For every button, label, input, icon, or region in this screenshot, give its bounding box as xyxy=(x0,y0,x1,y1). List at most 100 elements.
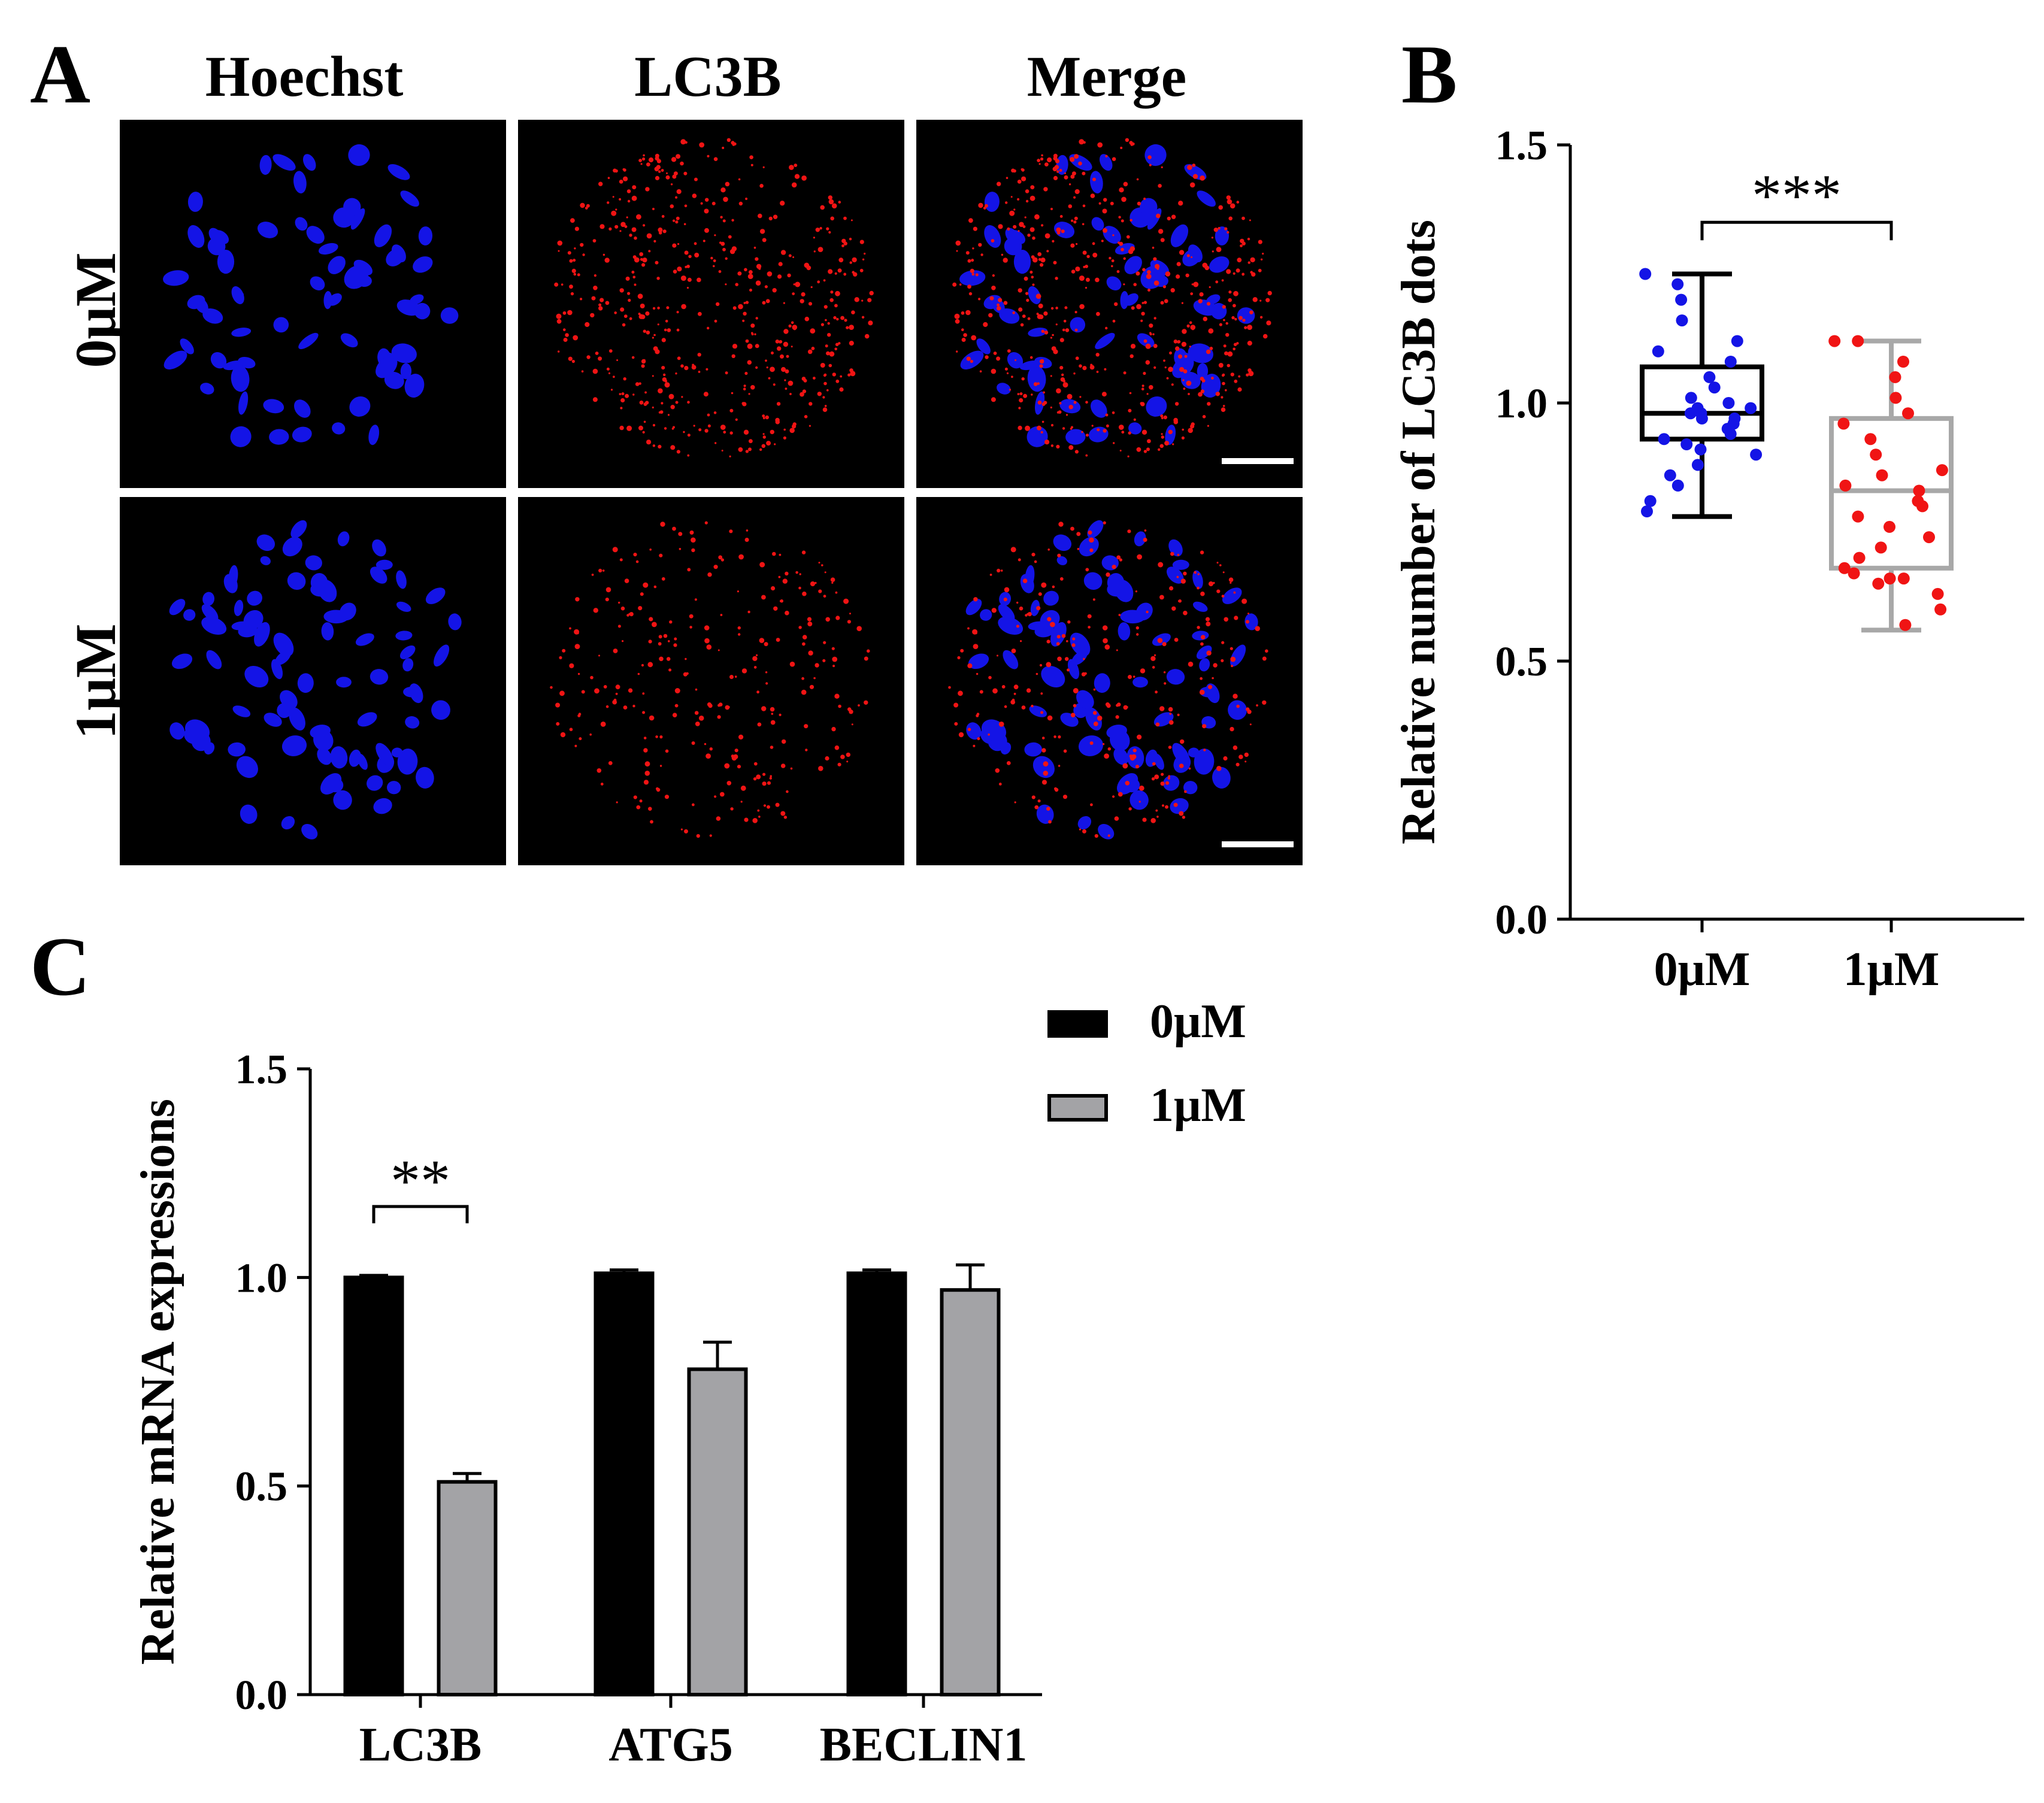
lc3b-dot xyxy=(613,375,615,378)
lc3b-dot xyxy=(779,341,782,344)
lc3b-dot xyxy=(704,625,710,631)
lc3b-dot xyxy=(615,208,617,211)
lc3b-dot xyxy=(1034,560,1037,563)
lc3b-dot xyxy=(1186,380,1192,386)
lc3b-dot xyxy=(668,393,674,399)
lc3b-dot xyxy=(679,548,682,550)
lc3b-dot xyxy=(1133,418,1136,421)
lc3b-dot xyxy=(1019,606,1023,611)
lc3b-dot xyxy=(778,262,783,266)
nucleus xyxy=(1113,747,1129,765)
lc3b-dot xyxy=(652,622,657,628)
lc3b-dot xyxy=(815,228,820,232)
lc3b-dot xyxy=(1050,622,1055,628)
lc3b-dot xyxy=(616,801,618,804)
lc3b-dot xyxy=(632,393,635,396)
lc3b-dot xyxy=(696,834,700,838)
lc3b-dot xyxy=(1173,419,1179,425)
lc3b-dot xyxy=(843,598,849,604)
lc3b-dot xyxy=(973,644,979,649)
nucleus xyxy=(1032,756,1055,778)
lc3b-dot xyxy=(834,272,837,275)
lc3b-dot xyxy=(698,428,702,432)
nucleus xyxy=(289,707,305,731)
nucleus xyxy=(1056,556,1067,565)
lc3b-dot xyxy=(1041,582,1047,588)
lc3b-dot xyxy=(723,196,728,202)
lc3b-dot xyxy=(1158,562,1164,568)
nucleus xyxy=(1106,276,1122,290)
lc3b-dot xyxy=(1225,334,1228,337)
lc3b-dot xyxy=(756,654,758,656)
lc3b-dot xyxy=(634,236,637,240)
lc3b-dot xyxy=(967,284,971,289)
lc3b-dot xyxy=(649,549,652,551)
x-tick-label: LC3B xyxy=(359,1719,482,1771)
lc3b-dot xyxy=(1153,344,1158,349)
lc3b-dot xyxy=(826,227,829,231)
nucleus xyxy=(230,426,252,447)
data-point xyxy=(1848,567,1860,580)
lc3b-dot xyxy=(691,537,696,543)
lc3b-dot xyxy=(1114,302,1118,307)
lc3b-dot xyxy=(959,283,962,286)
lc3b-dot xyxy=(1184,790,1187,793)
lc3b-dot xyxy=(731,392,734,395)
lc3b-dot xyxy=(823,641,826,644)
lc3b-dot xyxy=(1191,327,1195,331)
lc3b-dot xyxy=(1038,592,1042,596)
lc3b-dot xyxy=(743,384,746,387)
lc3b-dot xyxy=(1075,356,1079,360)
lc3b-dot xyxy=(735,283,738,287)
lc3b-dot xyxy=(783,428,786,431)
lc3b-dot xyxy=(694,711,699,715)
lc3b-dot xyxy=(1161,804,1165,807)
lc3b-dot xyxy=(1018,307,1023,312)
lc3b-dot xyxy=(1237,257,1242,263)
lc3b-dot xyxy=(580,243,584,247)
nucleus xyxy=(1003,650,1019,669)
lc3b-dot xyxy=(622,640,624,643)
lc3b-dot xyxy=(738,447,743,452)
lc3b-dot xyxy=(684,829,688,834)
nucleus xyxy=(400,190,419,207)
lc3b-dot xyxy=(1016,601,1019,604)
lc3b-dot xyxy=(1200,677,1203,680)
lc3b-dot xyxy=(1158,229,1164,234)
lc3b-dot xyxy=(859,268,864,272)
lc3b-dot xyxy=(767,271,773,277)
lc3b-dot xyxy=(1065,328,1070,332)
lc3b-dot xyxy=(968,292,973,296)
lc3b-dot xyxy=(659,765,662,767)
lc3b-dot xyxy=(615,692,618,695)
lc3b-dot xyxy=(1145,343,1151,349)
nucleus xyxy=(966,722,982,740)
lc3b-dot xyxy=(785,369,789,374)
lc3b-dot xyxy=(1007,349,1011,353)
lc3b-dot xyxy=(1021,176,1026,181)
lc3b-dot xyxy=(629,317,632,320)
nucleus xyxy=(257,222,278,238)
lc3b-dot xyxy=(675,220,679,224)
nucleus xyxy=(1053,222,1075,238)
lc3b-dot xyxy=(728,235,732,239)
lc3b-dot xyxy=(1070,174,1075,179)
data-point xyxy=(1658,433,1670,446)
lc3b-dot xyxy=(785,610,789,616)
lc3b-dot xyxy=(1062,328,1065,332)
lc3b-dot xyxy=(603,685,607,689)
data-point xyxy=(1671,479,1684,492)
lc3b-dot xyxy=(1030,185,1035,190)
lc3b-dot xyxy=(620,407,623,410)
y-tick-label: 1.0 xyxy=(1495,381,1548,427)
lc3b-dot xyxy=(861,316,865,319)
lc3b-dot xyxy=(631,271,635,274)
lc3b-dot xyxy=(1160,238,1165,243)
lc3b-dot xyxy=(1014,801,1016,804)
lc3b-dot xyxy=(663,634,668,638)
lc3b-dot xyxy=(988,313,993,318)
lc3b-dot xyxy=(867,649,870,653)
lc3b-dot xyxy=(1067,620,1071,624)
